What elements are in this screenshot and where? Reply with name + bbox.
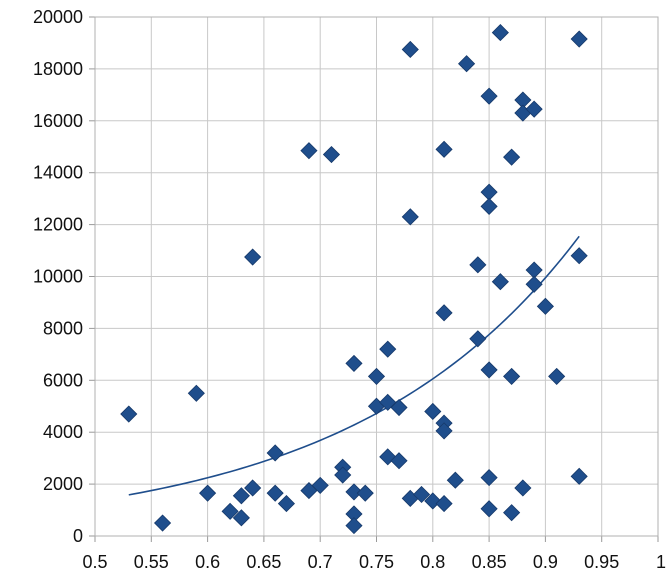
data-point-diamond xyxy=(469,256,487,274)
data-point-diamond xyxy=(345,354,363,372)
data-point-diamond xyxy=(401,40,419,59)
data-point-diamond xyxy=(480,183,498,201)
data-point-diamond xyxy=(525,261,543,279)
data-point-diamond xyxy=(232,509,250,527)
data-point-diamond xyxy=(435,140,453,158)
data-point-diamond xyxy=(345,483,363,501)
y-tick-label: 20000 xyxy=(33,7,83,27)
x-tick-label: 0.8 xyxy=(420,552,445,572)
data-point-diamond xyxy=(221,502,239,520)
data-point-diamond xyxy=(412,485,431,504)
x-tick-label: 1 xyxy=(656,552,666,572)
tick-labels: 0 2000 4000 6000 8000 10000 12000 14000 16000 180… xyxy=(33,7,666,572)
data-point-diamond xyxy=(379,340,397,358)
data-point-diamond xyxy=(356,484,374,502)
data-point-diamond xyxy=(514,479,532,497)
y-tick-label: 16000 xyxy=(33,111,83,131)
data-point-diamond xyxy=(266,444,284,462)
data-point-diamond xyxy=(187,384,205,402)
data-point-diamond xyxy=(120,405,138,423)
grid-lines xyxy=(94,16,659,537)
data-point-diamond xyxy=(424,402,442,421)
data-point-diamond xyxy=(570,247,588,265)
data-point-diamond xyxy=(446,471,464,489)
data-point-diamond xyxy=(424,492,442,510)
data-point-diamond xyxy=(277,494,295,513)
x-tick-label: 0.5 xyxy=(82,552,107,572)
trendline-layer xyxy=(128,235,580,496)
data-point-diamond xyxy=(244,248,262,266)
data-point-diamond xyxy=(435,494,453,513)
y-tick-label: 6000 xyxy=(43,370,83,390)
plot-area-border xyxy=(94,16,659,537)
data-point-diamond xyxy=(300,142,318,160)
data-point-diamond xyxy=(458,55,476,73)
data-point-diamond xyxy=(536,297,554,315)
y-tick-label: 2000 xyxy=(43,474,83,494)
data-point-diamond xyxy=(266,484,284,502)
x-tick-label: 0.55 xyxy=(134,552,169,572)
data-point-diamond xyxy=(311,476,329,494)
y-tick-label: 8000 xyxy=(43,318,83,338)
data-point-diamond xyxy=(503,504,521,522)
data-point-diamond xyxy=(322,145,341,164)
data-point-diamond xyxy=(153,514,172,532)
data-point-diamond xyxy=(199,484,217,502)
y-tick-label: 14000 xyxy=(33,163,83,183)
x-tick-label: 0.7 xyxy=(308,552,333,572)
y-tick-label: 0 xyxy=(73,526,83,546)
y-tick-label: 18000 xyxy=(33,59,83,79)
data-point-diamond xyxy=(491,273,509,291)
data-point-diamond xyxy=(491,24,509,42)
data-point-diamond xyxy=(525,275,543,293)
data-point-diamond xyxy=(435,422,453,440)
data-point-diamond xyxy=(401,208,419,226)
data-point-diamond xyxy=(232,487,250,505)
data-point-diamond xyxy=(390,398,408,417)
y-tick-label: 10000 xyxy=(33,267,83,287)
data-point-diamond xyxy=(435,304,453,322)
data-point-diamond xyxy=(480,87,498,105)
trendline xyxy=(128,235,580,496)
data-point-diamond xyxy=(480,361,498,379)
data-point-diamond xyxy=(480,500,498,518)
data-point-diamond xyxy=(570,30,588,48)
data-point-diamond xyxy=(525,100,543,118)
data-point-diamond xyxy=(390,452,408,470)
data-point-diamond xyxy=(480,469,498,487)
x-tick-label: 0.75 xyxy=(359,552,394,572)
data-point-diamond xyxy=(570,467,588,485)
data-point-diamond xyxy=(480,197,498,216)
data-point-diamond xyxy=(548,367,566,385)
data-point-diamond xyxy=(244,479,262,497)
data-point-diamond xyxy=(503,148,521,166)
x-tick-label: 0.6 xyxy=(195,552,220,572)
x-tick-label: 0.9 xyxy=(533,552,558,572)
data-point-diamond xyxy=(469,330,487,348)
y-tick-label: 12000 xyxy=(33,215,83,235)
data-point-diamond xyxy=(503,367,521,385)
data-point-diamond xyxy=(367,367,386,385)
axes xyxy=(89,16,659,542)
data-point-diamond xyxy=(345,517,363,535)
x-tick-label: 0.95 xyxy=(584,552,619,572)
data-points xyxy=(120,24,588,535)
y-tick-label: 4000 xyxy=(43,422,83,442)
data-point-diamond xyxy=(334,466,352,484)
x-tick-label: 0.85 xyxy=(472,552,507,572)
x-tick-label: 0.65 xyxy=(246,552,281,572)
